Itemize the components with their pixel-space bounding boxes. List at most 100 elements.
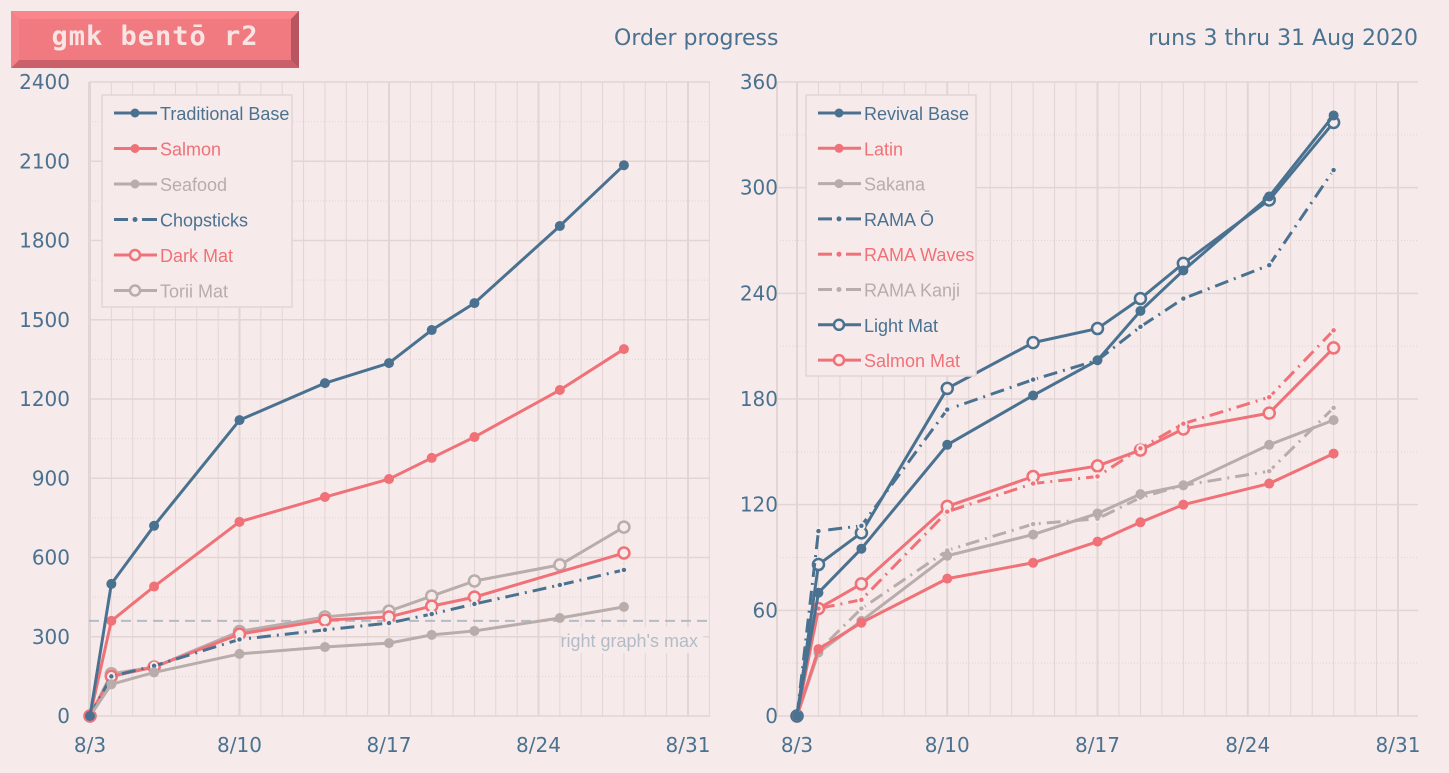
data-point [857,595,866,604]
logo-badge: gmk bentō r2 [11,11,299,68]
legend-item: Latin [818,139,903,159]
data-point [1090,459,1105,473]
legend-marker-icon [834,179,844,189]
data-point [554,385,565,396]
legend-item: RAMA Waves [818,245,974,265]
series-salmon [85,344,629,721]
data-point [1135,517,1146,528]
y-tick-label: 300 [32,625,70,649]
legend-item: RAMA Kanji [818,281,960,301]
y-tick-label: 240 [740,281,778,305]
series-line [88,605,625,717]
data-point [427,609,436,619]
x-tick-label: 8/3 [74,733,106,757]
data-point [1179,419,1188,428]
data-point [470,599,479,609]
data-point [1028,519,1038,529]
series-line [88,551,625,717]
data-point [1028,557,1039,568]
data-point [553,558,567,572]
data-point [942,573,953,584]
data-point [940,381,954,396]
data-point [856,617,867,628]
data-point [234,415,245,426]
series-traditional-base [85,160,629,721]
y-tick-label: 300 [740,176,778,200]
series-line [88,164,625,717]
data-point [426,629,437,640]
legend-label: Revival Base [864,104,969,124]
legend-marker-icon [832,353,846,367]
data-point [857,604,866,613]
data-point [469,432,480,443]
legend-box [805,94,977,377]
data-point [1135,305,1146,316]
data-point [1133,291,1148,306]
legend-item: Dark Mat [114,246,233,266]
legend-marker-icon [130,108,140,118]
series-line [795,114,1335,717]
data-point [1264,191,1275,202]
x-tick-label: 8/17 [367,733,412,757]
data-point [1092,355,1103,366]
data-point [149,581,160,592]
y-tick-label: 2100 [19,149,70,173]
data-point [384,618,394,628]
data-point [1265,467,1274,476]
legend-marker-icon [132,217,138,222]
data-point [1178,499,1189,510]
data-point [617,520,631,534]
legend-item: Salmon [114,140,221,160]
x-tick-label: 8/31 [666,733,711,757]
data-point [1090,321,1105,336]
data-point [384,358,394,369]
logo-bevel [11,11,19,68]
data-point [107,672,116,681]
series-dark-mat [83,546,631,723]
legend-item: Torii Mat [114,282,228,302]
data-point [1092,508,1103,519]
data-point [617,546,631,560]
series-seafood [85,601,629,721]
x-tick-label: 8/31 [1376,733,1421,757]
series-line [795,169,1335,717]
logo-bevel [291,11,299,68]
legend-item: Traditional Base [114,104,289,124]
data-point [857,521,866,530]
data-point [813,644,824,655]
chart-title: Order progress [614,26,779,51]
legend-item: RAMA Ō [818,210,934,230]
y-tick-label: 0 [57,704,70,728]
series-rama-waves [792,326,1338,721]
data-point [1264,439,1275,450]
legend-label: RAMA Ō [864,210,934,230]
series-torii-mat [83,520,631,723]
legend-label: Traditional Base [160,104,289,124]
legend-item: Revival Base [818,104,969,124]
data-point [1028,390,1039,401]
y-tick-label: 180 [740,387,778,411]
data-point [942,439,953,450]
data-point [1178,265,1189,276]
data-point [1028,529,1039,540]
legend-label: RAMA Waves [864,245,974,265]
y-tick-label: 600 [32,546,70,570]
data-point [1179,294,1188,303]
data-point [792,711,802,721]
legend-label: Chopsticks [160,211,248,231]
data-point [1265,260,1274,270]
data-point [618,344,629,355]
legend-label: Torii Mat [160,282,228,302]
data-point [1028,479,1038,488]
legend-item: Seafood [114,175,227,195]
series-revival-base [792,110,1339,721]
data-point [1328,448,1339,459]
data-point [555,580,565,590]
x-tick-label: 8/10 [925,733,970,757]
logo-bevel [11,60,299,68]
y-tick-label: 900 [32,466,70,490]
data-point [1092,536,1103,547]
data-point [1135,489,1146,500]
legend-label: Salmon Mat [864,351,960,371]
chart-panel-2: 0 60 120 180 240 300 360 8/3 8/10 8/17 8/24 8/31 Rev… [740,70,1421,757]
